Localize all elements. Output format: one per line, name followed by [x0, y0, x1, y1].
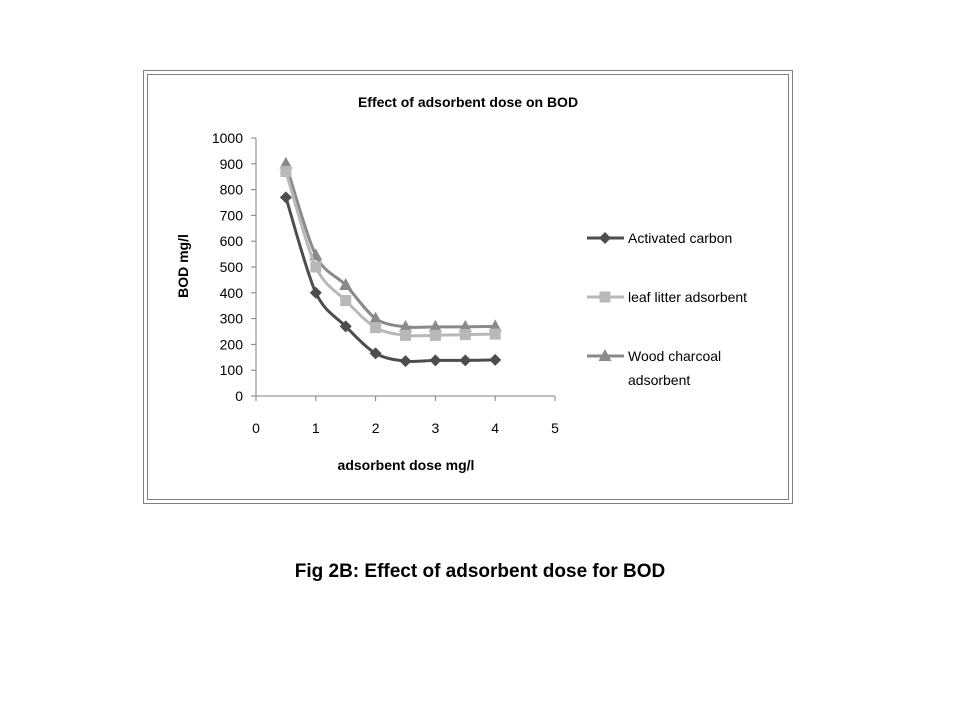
data-point	[339, 320, 352, 333]
x-tick-label: 1	[312, 420, 320, 436]
legend-item-activated-carbon: Activated carbon	[587, 230, 732, 246]
y-tick-label: 800	[220, 182, 244, 198]
data-point	[459, 329, 471, 341]
data-point	[279, 191, 292, 204]
x-tick-label: 5	[551, 420, 559, 436]
y-tick-label: 600	[220, 233, 244, 249]
x-tick-label: 4	[491, 420, 499, 436]
data-point	[428, 319, 442, 332]
data-point	[369, 347, 382, 360]
data-point	[310, 261, 322, 273]
figure-caption: Fig 2B: Effect of adsorbent dose for BOD	[294, 561, 666, 582]
data-point	[369, 311, 383, 324]
data-point	[280, 166, 292, 178]
legend-label: Wood charcoal	[628, 348, 721, 364]
chart-inner-border	[147, 74, 789, 500]
data-point	[488, 319, 502, 332]
y-tick-label: 900	[220, 156, 244, 172]
data-point	[400, 329, 411, 341]
data-point	[340, 295, 352, 307]
data-point	[370, 322, 382, 334]
data-point	[399, 355, 412, 368]
axes: 0 100 200 300 400 500 600 700 800 900 1000 0 1 2 3 4 5	[212, 130, 559, 436]
series-activated-carbon	[279, 191, 502, 368]
chart-frame	[143, 70, 793, 504]
data-point	[429, 354, 442, 367]
legend-label: Activated carbon	[628, 230, 732, 246]
data-point	[458, 319, 472, 332]
series-wood-charcoal-adsorbent	[279, 156, 502, 332]
plot-area	[279, 156, 502, 368]
legend: Activated carbon leaf litter adsorbent Woo…	[587, 230, 747, 388]
data-point	[399, 319, 412, 332]
y-tick-label: 700	[220, 207, 244, 223]
y-tick-label: 400	[220, 285, 244, 301]
data-point	[489, 328, 501, 340]
x-tick-label: 3	[432, 420, 440, 436]
legend-swatch-marker	[599, 291, 611, 303]
y-tick-label: 300	[220, 311, 244, 327]
data-point	[489, 353, 502, 366]
data-point	[429, 329, 441, 341]
series-leaf-litter-adsorbent	[280, 166, 501, 341]
data-point	[459, 354, 472, 367]
x-tick-label: 0	[252, 420, 260, 436]
legend-label: leaf litter adsorbent	[628, 289, 747, 305]
legend-swatch-marker	[599, 232, 611, 244]
y-tick-label: 1000	[212, 130, 243, 146]
data-point	[279, 156, 293, 169]
y-tick-label: 500	[220, 259, 244, 275]
x-tick-label: 2	[372, 420, 380, 436]
y-tick-label: 200	[220, 336, 244, 352]
y-axis-label: BOD mg/l	[175, 234, 191, 298]
data-point	[309, 286, 322, 299]
chart-title: Effect of adsorbent dose on BOD	[358, 94, 578, 110]
y-tick-label: 100	[220, 362, 244, 378]
legend-swatch-marker	[598, 349, 612, 361]
legend-label: adsorbent	[628, 372, 690, 388]
y-tick-label: 0	[235, 388, 243, 404]
legend-item-wood-charcoal-adsorbent: Wood charcoal adsorbent	[587, 348, 721, 388]
legend-item-leaf-litter-adsorbent: leaf litter adsorbent	[587, 289, 747, 305]
x-axis-label: adsorbent dose mg/l	[338, 457, 475, 473]
series-line	[284, 163, 496, 329]
data-point	[339, 278, 353, 291]
